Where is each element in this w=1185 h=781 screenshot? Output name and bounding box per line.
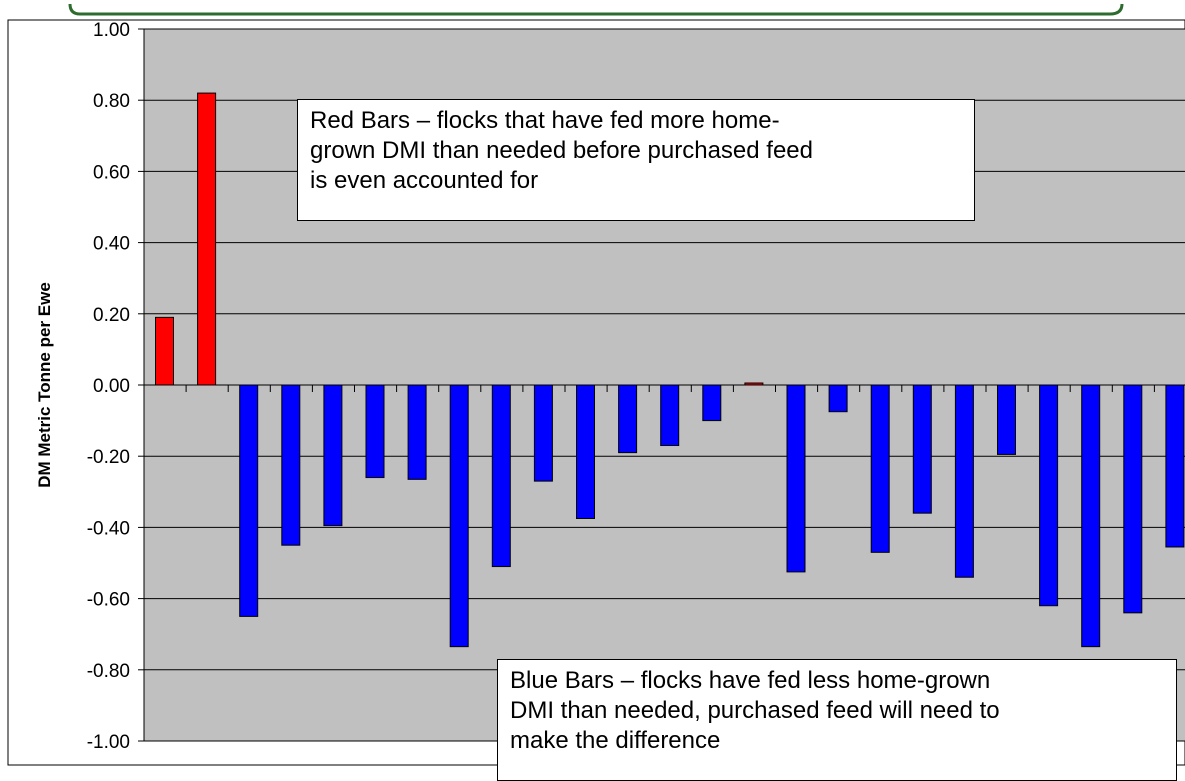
- y-tick-label: 0.00: [93, 376, 130, 397]
- annotation-line: make the difference: [510, 727, 721, 754]
- bar-negative: [618, 384, 638, 454]
- y-tick-label: 0.20: [93, 305, 130, 326]
- bar-negative: [954, 384, 974, 578]
- bar-positive: [197, 92, 217, 386]
- bar-negative: [281, 384, 301, 546]
- bar-positive: [155, 316, 174, 386]
- bar-negative: [491, 384, 511, 568]
- annotation-line: is even accounted for: [310, 167, 539, 194]
- y-tick-label: -0.20: [87, 447, 130, 468]
- annotation-line: Blue Bars – flocks have fed less home-gr…: [510, 667, 991, 694]
- bar-negative: [1165, 384, 1185, 548]
- bar-negative: [239, 384, 259, 617]
- bar-negative: [449, 384, 469, 648]
- red-bars-annotation: Red Bars – flocks that have fed more hom…: [297, 99, 975, 221]
- bar-negative: [912, 384, 932, 514]
- y-tick-label: 0.60: [93, 162, 130, 183]
- y-tick-label: 0.40: [93, 234, 130, 255]
- y-axis-label: DM Metric Tonne per Ewe: [35, 282, 54, 488]
- bar-negative: [533, 384, 553, 482]
- bar-negative: [407, 384, 427, 480]
- y-tick-label: -1.00: [87, 732, 130, 753]
- y-tick-label: -0.80: [87, 661, 130, 682]
- bar-negative: [576, 384, 595, 519]
- y-tick-label: -0.40: [87, 518, 130, 539]
- annotation-line: Red Bars – flocks that have fed more hom…: [310, 107, 780, 134]
- y-tick-label: 1.00: [93, 20, 130, 41]
- bar-negative: [1039, 384, 1059, 607]
- bar-negative: [1081, 384, 1101, 648]
- y-tick-label: 0.80: [93, 91, 130, 112]
- y-tick-label: -0.60: [87, 590, 130, 611]
- bar-negative: [786, 384, 806, 573]
- annotation-line: grown DMI than needed before purchased f…: [310, 137, 814, 164]
- bar-negative: [997, 384, 1016, 455]
- bar-negative: [660, 384, 680, 447]
- bar-negative: [323, 384, 343, 527]
- bar-negative: [702, 384, 722, 422]
- top-frame: [68, 3, 1124, 16]
- y-ticks: 1.00 0.80 0.60 0.40 0.20 0.00 -0.20 -0.40 -0.60 -…: [87, 20, 144, 753]
- annotation-line: DMI than needed, purchased feed will nee…: [510, 697, 1000, 724]
- bar-negative: [365, 384, 385, 479]
- bar-negative: [1123, 384, 1143, 614]
- blue-bars-annotation: Blue Bars – flocks have fed less home-gr…: [497, 659, 1177, 781]
- bar-negative: [828, 384, 848, 413]
- x-ticks: [143, 385, 1155, 392]
- bar-negative: [870, 384, 890, 553]
